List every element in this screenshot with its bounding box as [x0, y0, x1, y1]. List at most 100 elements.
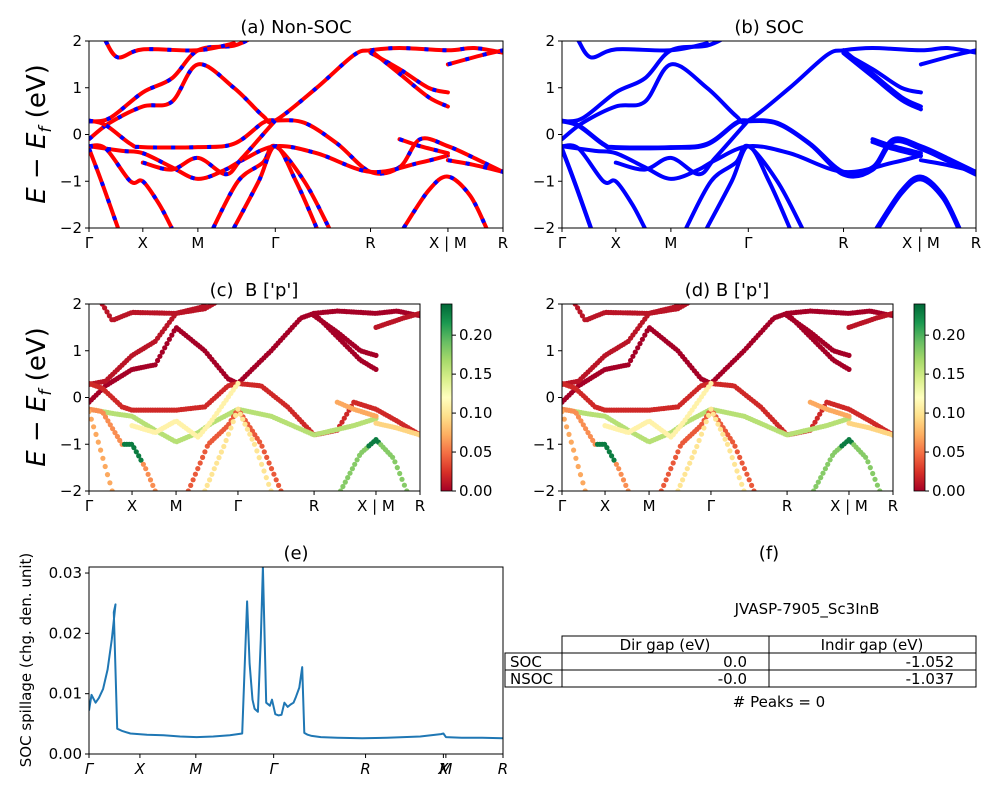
xtick-label: M: [439, 760, 452, 778]
projection-point: [107, 480, 113, 486]
projection-point: [341, 415, 347, 421]
xtick-label: X | M: [429, 234, 467, 252]
projection-point: [259, 443, 265, 449]
projection-point: [814, 415, 820, 421]
projection-point: [185, 488, 191, 491]
projection-point: [266, 460, 272, 466]
projection-point: [580, 480, 586, 486]
band-line-soc: [562, 143, 923, 181]
table-header-indir-gap: Indir gap (eV): [821, 636, 924, 654]
band-line-soc: [704, 144, 792, 228]
projection-point: [244, 426, 250, 432]
band-line-soc: [876, 177, 961, 228]
projection-point: [684, 304, 690, 306]
xtick-label: Γ: [707, 497, 716, 515]
projection-point: [573, 455, 579, 461]
projection-point: [706, 412, 712, 418]
band-line-nsoc: [89, 45, 503, 142]
panel-d-colorbar: [913, 303, 926, 492]
band-line-nsoc: [103, 41, 236, 60]
ytick-label: 0.00: [49, 745, 82, 763]
ytick-label: 2: [72, 32, 82, 50]
projection-point: [734, 468, 740, 474]
projection-point: [825, 461, 831, 467]
material-id: JVASP-7905_Sc3InB: [734, 600, 880, 619]
gap-table: Dir gap (eV) Indir gap (eV) SOC 0.0 -1.0…: [504, 635, 977, 688]
projection-point: [247, 431, 253, 437]
projection-point: [150, 482, 156, 488]
projection-point: [573, 410, 579, 416]
projection-point: [698, 431, 705, 437]
projection-point: [609, 453, 615, 459]
projection-point: [577, 309, 583, 315]
ytick-label: −1: [60, 172, 82, 190]
panel-e: (e) SOC spillage (chg. den. unit) 0.030.…: [17, 543, 508, 778]
ytick-label: 0.01: [49, 685, 82, 703]
projection-point: [564, 424, 570, 430]
band-line-soc-dashed: [369, 48, 449, 109]
projection-point: [870, 470, 876, 477]
projection-point: [691, 449, 698, 455]
ytick-label: 2: [545, 32, 555, 50]
panel-d: (d) B ['p'] 2 1 0 −1 −2 Γ X M Γ R X | M R 0.00 0.05…: [533, 280, 966, 515]
projection-point: [684, 466, 690, 472]
projection-point: [147, 477, 154, 483]
projection-point: [677, 482, 683, 488]
projection-point: [117, 437, 123, 443]
projection-point: [373, 366, 379, 372]
projection-point: [713, 416, 719, 422]
projection-point: [152, 488, 158, 491]
projection-point: [630, 353, 636, 359]
projection-point: [562, 416, 567, 422]
projection-point: [587, 433, 594, 440]
ytick-label: −2: [533, 482, 555, 500]
panel-c-colorbar: [440, 303, 453, 492]
ytick-label: 0: [72, 389, 82, 407]
xtick-label: Γ: [558, 497, 567, 515]
colorbar-tick-label: 0.05: [459, 443, 492, 461]
projection-point: [867, 465, 873, 471]
projection-point: [628, 357, 634, 364]
band-line-nsoc: [89, 118, 503, 176]
projection-point: [730, 439, 736, 445]
table-cell: [768, 669, 977, 688]
projection-point: [268, 488, 274, 491]
table-row: NSOC -0.0 -1.037: [504, 669, 977, 688]
projection-point: [708, 380, 714, 387]
projection-point: [566, 431, 572, 437]
projection-point: [242, 421, 248, 427]
projection-point: [162, 345, 168, 351]
panel-e-xticks: Γ X M Γ R XM R: [85, 754, 508, 778]
projection-point: [668, 466, 674, 472]
panel-c-ylabel: E − Ef (eV): [22, 327, 56, 467]
projection-point: [872, 476, 878, 482]
projection-point: [639, 336, 646, 342]
projection-point: [675, 304, 681, 309]
colorbar-tick-label: 0.15: [459, 365, 492, 383]
xtick-label: R: [498, 760, 508, 778]
projection-point: [202, 488, 208, 491]
panel-c-xticks: Γ X M Γ R X | M R: [85, 491, 425, 515]
xtick-label: R: [971, 234, 981, 252]
band-line-nsoc: [89, 143, 174, 228]
projection-point: [741, 488, 747, 491]
projection-point: [846, 413, 852, 419]
projection-point: [214, 460, 220, 466]
projection-point: [192, 471, 198, 477]
projection-point: [670, 460, 676, 466]
projection-point: [157, 353, 163, 359]
projection-point: [578, 418, 584, 424]
nsoc-dir-gap: -0.0: [718, 670, 747, 688]
band-line-soc: [870, 137, 923, 156]
projection-point: [338, 488, 344, 491]
projection-point: [200, 454, 206, 460]
band-line-soc: [918, 158, 976, 174]
projection-point: [846, 352, 852, 358]
projection-point: [736, 475, 742, 481]
projection-point: [218, 449, 224, 455]
projection-point: [91, 424, 97, 430]
projection-point: [822, 466, 829, 472]
projection-point: [394, 465, 400, 471]
projection-point: [724, 441, 731, 447]
panel-c: (c) B ['p'] E − Ef (eV) 2 1 0 −1 −2 Γ X M Γ R X |…: [22, 280, 492, 515]
